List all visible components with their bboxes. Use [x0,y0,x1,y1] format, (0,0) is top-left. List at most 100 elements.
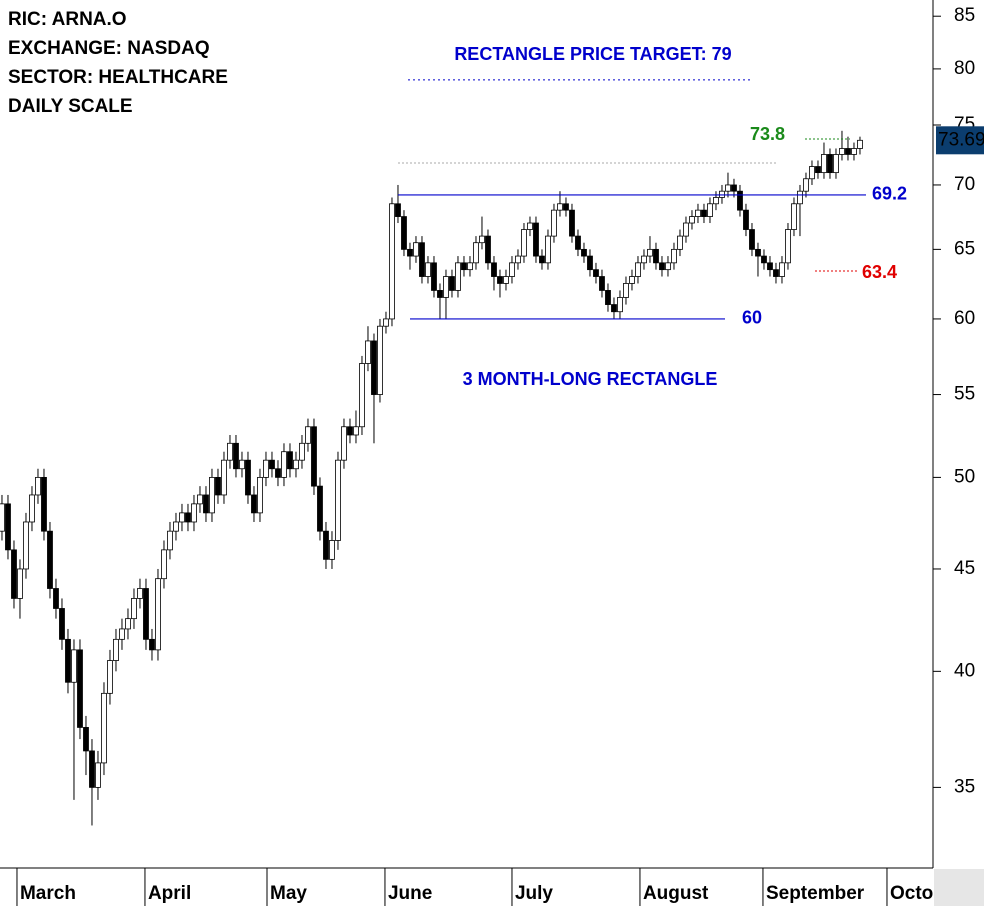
candle-body [203,494,209,514]
candle-body [107,660,113,694]
candle-body [857,139,863,149]
level-label: 60 [742,308,762,328]
candle-body [485,235,491,264]
candle-body [29,494,35,523]
candle-body [449,276,455,291]
candle-body [695,209,701,217]
candle-body [155,578,161,651]
candle-body [377,325,383,395]
y-tick-label: 45 [954,558,975,579]
candle-body [833,154,839,174]
candle-body [257,476,263,514]
candle-body [713,197,719,205]
level-label: 69.2 [872,184,907,204]
plot-area: March April May June July August September Octo… [0,130,933,906]
candle-body [119,628,125,640]
candle-body [827,154,833,174]
candle-body [527,222,533,230]
y-tick-label: 40 [954,660,975,681]
candle-body [413,242,419,257]
candle-body [191,503,197,523]
candle-body [641,255,647,264]
y-tick-label: 65 [954,238,975,259]
level-label: 73.8 [750,124,785,144]
candle-body [71,649,77,683]
candle-body [179,512,185,523]
corner [934,869,984,906]
candle-body [263,459,269,478]
candle-body [629,276,635,284]
candle-body [59,608,65,640]
candle-body [353,426,359,436]
candle-body [803,178,809,192]
y-tick-label: 85 [954,5,975,26]
candle-body [557,203,563,211]
x-tick-label: May [270,883,307,904]
candle-body [35,476,41,496]
candle-body [785,229,791,264]
candle-body [665,262,671,271]
candle-body [41,476,47,532]
candle-body [0,503,5,532]
candle-body [47,530,53,589]
candle-body [683,222,689,237]
candle-body [431,262,437,291]
candle-body [329,540,335,560]
candle-body [299,442,305,461]
info: SECTOR: HEALTHCARE [8,67,228,88]
candle-body [245,459,251,496]
candle-body [473,242,479,264]
candle-body [737,190,743,211]
candle-body [5,503,11,551]
candle-body [143,588,149,640]
candle-body [269,459,275,470]
x-tick-label: April [148,883,191,904]
candle-body [365,340,371,364]
candle-body [83,727,89,752]
candle-body [809,166,815,180]
candle-body [635,262,641,277]
candle-body [437,290,443,298]
candle-body [539,255,545,264]
y-tick-label: 55 [954,384,975,405]
y-tick-label: 35 [954,776,975,797]
candle-body [215,476,221,496]
candle-body [689,216,695,224]
candle-body [659,262,665,271]
candle-body [749,229,755,250]
candle-body [311,426,317,487]
candle-body [65,638,71,683]
candle-body [275,468,281,478]
candle-body [125,618,131,630]
candle-body [281,451,287,478]
candle-body [779,262,785,277]
candle-body [101,692,107,764]
x-tick-label: June [388,883,432,904]
candle-body [467,262,473,271]
candle-body [755,248,761,257]
candle-body [509,262,515,277]
candle-body [845,148,851,155]
candle-body [167,530,173,551]
candle-body [395,203,401,217]
candle-body [503,276,509,284]
candle-body [209,476,215,514]
candle-body [671,248,677,264]
candle-body [461,262,467,271]
x-tick-label: March [20,883,76,904]
candle-body [113,638,119,661]
info: DAILY SCALE [8,96,133,117]
x-tick-label: September [766,883,865,904]
info: EXCHANGE: NASDAQ [8,38,210,59]
candle-body [89,750,95,788]
candle-body [581,248,587,257]
candle-body [491,262,497,277]
candle-body [131,598,137,620]
candle-body [341,426,347,461]
candle-body [773,269,779,277]
candle-body [551,209,557,237]
y-tick-label: 50 [954,466,975,487]
candle-body [323,530,329,560]
candle-body [161,549,167,580]
candle-body [347,426,353,436]
